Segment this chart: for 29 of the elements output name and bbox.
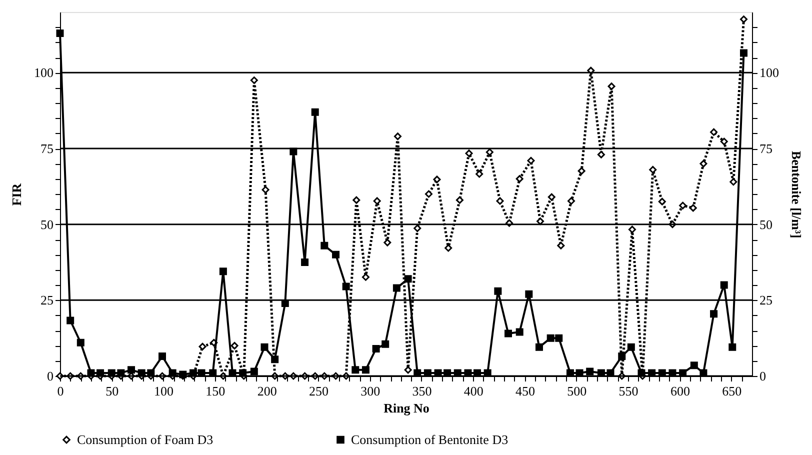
y-tick-label: 100 — [34, 65, 54, 80]
x-axis-title: Ring No — [384, 400, 430, 416]
y2-axis-title: Bentonite [l/m³] — [789, 150, 804, 238]
y2-tick-label: 100 — [760, 65, 779, 80]
x-tick-label: 0 — [57, 384, 64, 398]
x-tick-label: 600 — [670, 384, 690, 398]
y2-tick-label: 25 — [760, 292, 772, 308]
x-tick-label: 100 — [154, 384, 174, 398]
y2-tick-label: 50 — [760, 216, 772, 232]
y-tick-label: 25 — [40, 292, 54, 308]
x-tick-label: 550 — [618, 384, 638, 398]
x-tick-label: 150 — [206, 384, 226, 398]
x-tick-label: 50 — [106, 384, 119, 398]
legend-label: Consumption of Bentonite D3 — [351, 432, 508, 447]
x-tick-label: 450 — [516, 384, 536, 398]
y2-tick-label: 0 — [760, 368, 766, 384]
y-tick-label: 50 — [40, 216, 54, 232]
x-tick-label: 250 — [308, 384, 328, 398]
y-tick-label: 0 — [47, 368, 54, 384]
x-tick-label: 300 — [360, 384, 380, 398]
y-axis-title: FIR — [9, 182, 24, 206]
y2-tick-label: 75 — [760, 141, 772, 156]
x-tick-label: 400 — [464, 384, 484, 398]
x-tick-label: 200 — [257, 384, 277, 398]
y-tick-label: 75 — [40, 141, 54, 156]
x-tick-label: 500 — [567, 384, 587, 398]
legend-label: Consumption of Foam D3 — [77, 432, 214, 447]
x-tick-label: 650 — [722, 384, 742, 398]
x-tick-label: 350 — [412, 384, 432, 398]
